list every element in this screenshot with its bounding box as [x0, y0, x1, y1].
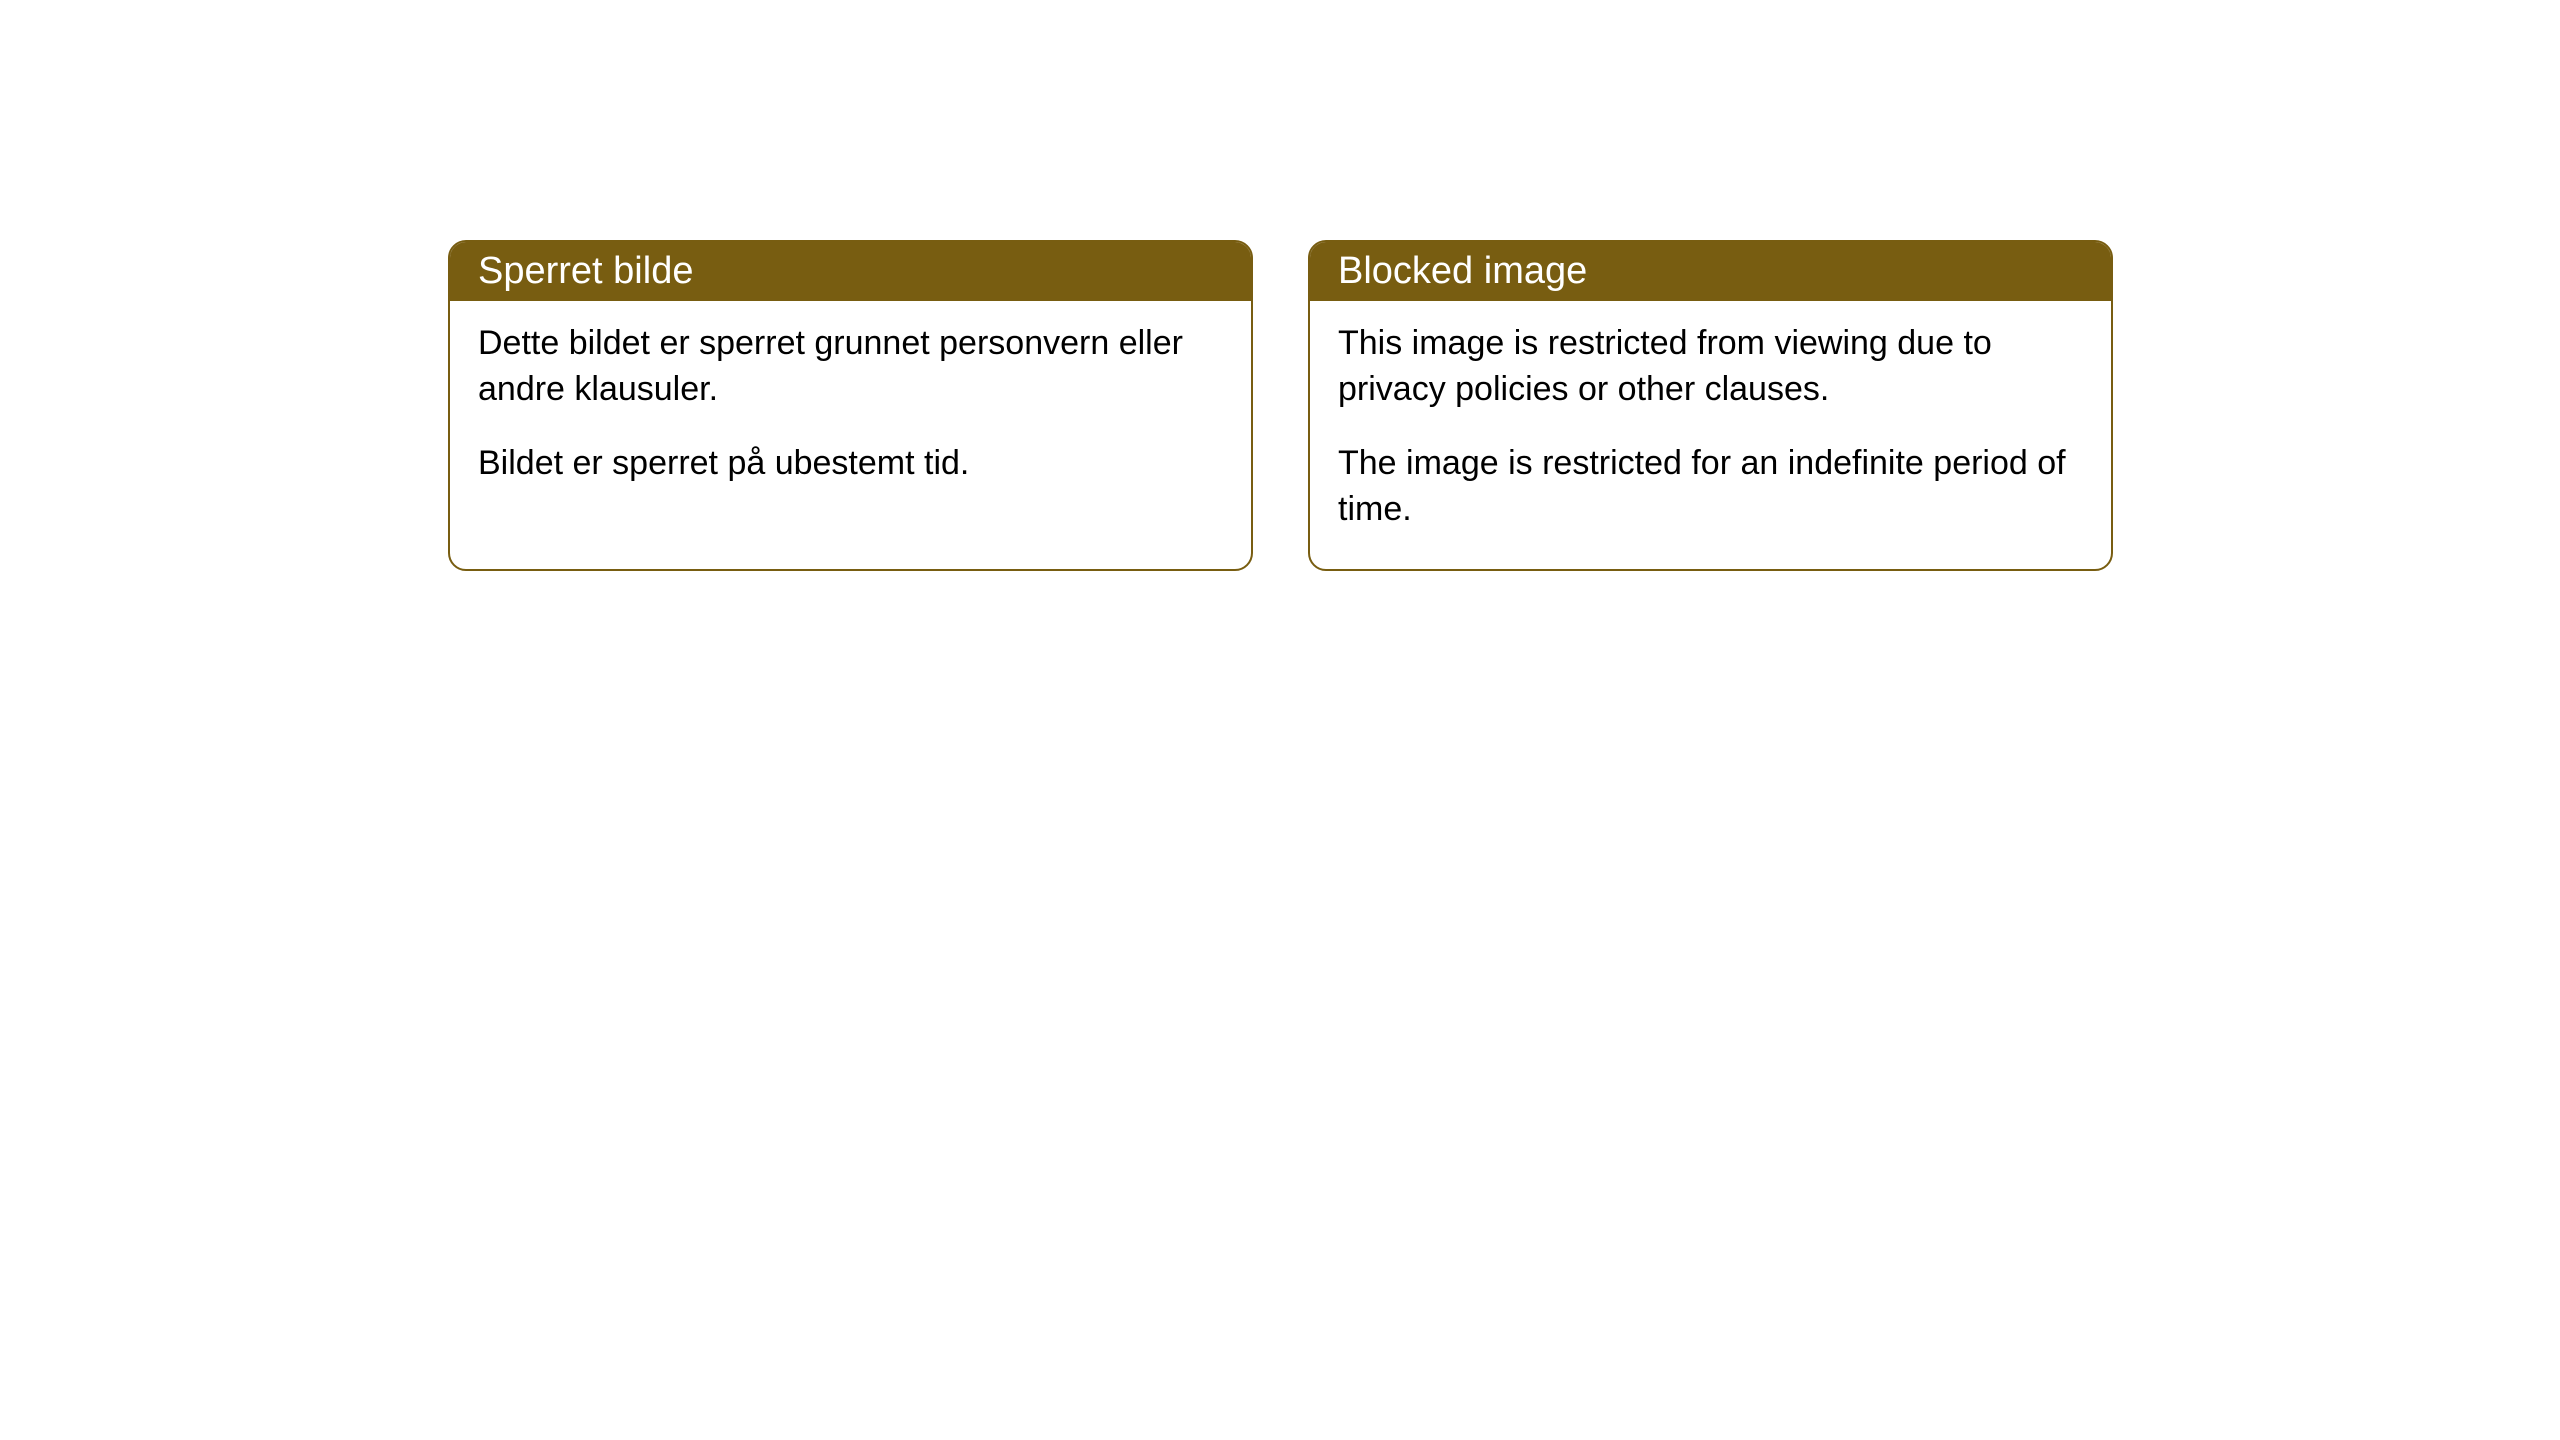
- notice-paragraph: The image is restricted for an indefinit…: [1338, 441, 2083, 533]
- notice-paragraph: Bildet er sperret på ubestemt tid.: [478, 441, 1223, 487]
- notice-paragraph: Dette bildet er sperret grunnet personve…: [478, 321, 1223, 413]
- notice-container: Sperret bilde Dette bildet er sperret gr…: [448, 240, 2113, 571]
- notice-paragraph: This image is restricted from viewing du…: [1338, 321, 2083, 413]
- notice-card-norwegian: Sperret bilde Dette bildet er sperret gr…: [448, 240, 1253, 571]
- notice-title: Sperret bilde: [478, 250, 693, 292]
- notice-body: Dette bildet er sperret grunnet personve…: [450, 301, 1251, 523]
- notice-header: Sperret bilde: [450, 242, 1251, 301]
- notice-title: Blocked image: [1338, 250, 1587, 292]
- notice-body: This image is restricted from viewing du…: [1310, 301, 2111, 569]
- notice-header: Blocked image: [1310, 242, 2111, 301]
- notice-card-english: Blocked image This image is restricted f…: [1308, 240, 2113, 571]
